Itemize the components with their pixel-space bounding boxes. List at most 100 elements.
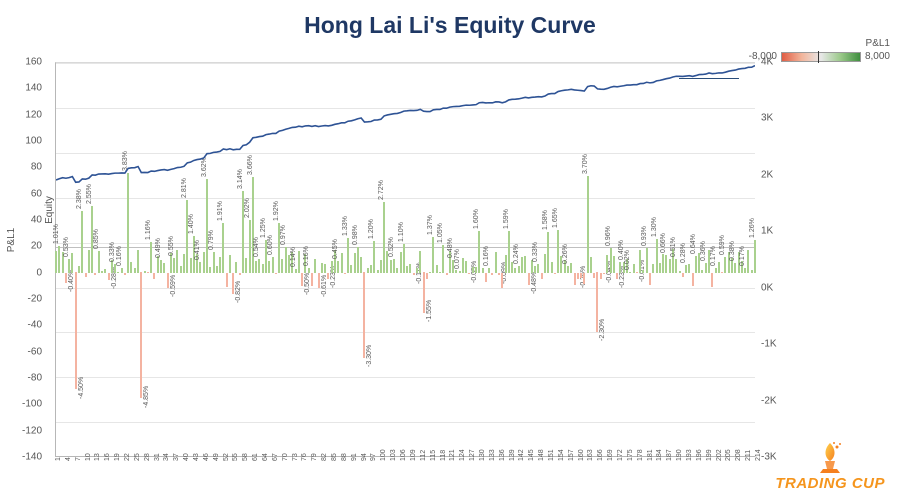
- x-axis-tick-142: 142: [518, 449, 525, 461]
- x-axis-tick-160: 160: [578, 449, 585, 461]
- x-axis-tick-79: 79: [311, 453, 318, 461]
- right-axis-tick-4K: 4K: [761, 57, 773, 68]
- x-axis-tick-4: 4: [65, 457, 72, 461]
- x-axis-tick-22: 22: [124, 453, 131, 461]
- right-axis-tick-3K: 3K: [761, 113, 773, 124]
- left-axis-tick-60: 60: [31, 188, 42, 199]
- x-axis-tick-181: 181: [647, 449, 654, 461]
- x-axis-tick-85: 85: [331, 453, 338, 461]
- left-axis-tick--100: -100: [22, 399, 42, 410]
- x-axis-tick-109: 109: [410, 449, 417, 461]
- x-axis-tick-208: 208: [735, 449, 742, 461]
- x-axis-tick-25: 25: [134, 453, 141, 461]
- left-axis-tick-120: 120: [25, 109, 42, 120]
- x-axis-tick-88: 88: [341, 453, 348, 461]
- x-axis-tick-196: 196: [696, 449, 703, 461]
- x-axis-tick-58: 58: [242, 453, 249, 461]
- x-axis-tick-166: 166: [597, 449, 604, 461]
- x-axis-tick-67: 67: [272, 453, 279, 461]
- x-axis-tick-37: 37: [173, 453, 180, 461]
- x-axis-tick-175: 175: [627, 449, 634, 461]
- x-axis-tick-76: 76: [301, 453, 308, 461]
- left-axis-tick-160: 160: [25, 57, 42, 68]
- left-axis-tick--140: -140: [22, 452, 42, 463]
- x-axis-tick-43: 43: [193, 453, 200, 461]
- trading-cup-logo: TRADING CUP: [775, 441, 885, 492]
- x-axis-tick-1: 1: [55, 457, 62, 461]
- x-axis-tick-97: 97: [370, 453, 377, 461]
- x-axis-tick-145: 145: [528, 449, 535, 461]
- right-axis-ticks: 4K 3K 2K 1K 0K -1K -2K -3K: [755, 62, 805, 457]
- right-axis-title: Equity: [44, 196, 55, 224]
- x-axis-tick-202: 202: [716, 449, 723, 461]
- x-axis-tick-214: 214: [755, 449, 762, 461]
- left-axis-tick-0: 0: [36, 267, 42, 278]
- x-axis-tick-28: 28: [144, 453, 151, 461]
- left-axis-ticks: 160 140 120 100 80 60 40 20 0 -20 -40 -60 -80 -100 -12…: [0, 62, 50, 457]
- x-axis-tick-31: 31: [154, 453, 161, 461]
- chart-plot-area: 1.01% -0.40% 0.53% -4.50% 2.38% 2.55% 0.85% -0.…: [55, 62, 755, 457]
- x-axis-tick-103: 103: [390, 449, 397, 461]
- x-axis-tick-112: 112: [420, 450, 427, 461]
- x-axis-tick-169: 169: [607, 449, 614, 461]
- x-axis-tick-34: 34: [163, 453, 170, 461]
- x-axis-tick-172: 172: [617, 449, 624, 461]
- x-axis-tick-16: 16: [104, 453, 111, 461]
- left-axis-tick-140: 140: [25, 83, 42, 94]
- left-axis-tick-80: 80: [31, 162, 42, 173]
- x-axis-tick-91: 91: [351, 453, 358, 461]
- left-axis-tick-100: 100: [25, 136, 42, 147]
- right-axis-tick-1K: 1K: [761, 226, 773, 237]
- x-axis-tick-7: 7: [75, 457, 82, 461]
- x-axis-tick-19: 19: [114, 453, 121, 461]
- x-axis-tick-13: 13: [94, 453, 101, 461]
- x-axis-tick-187: 187: [666, 449, 673, 461]
- x-axis-tick-178: 178: [637, 449, 644, 461]
- x-axis-tick-130: 130: [479, 449, 486, 461]
- right-axis-tick--1K: -1K: [761, 339, 777, 350]
- x-axis-tick-205: 205: [725, 449, 732, 461]
- x-axis-tick-154: 154: [558, 449, 565, 461]
- bottom-axis-ticks: 1 4 7 10 13 16 19 22 25 28 31 34 37 40 43 46 49 52 55 58 61 6…: [55, 457, 755, 497]
- x-axis-tick-139: 139: [509, 449, 516, 461]
- x-axis-tick-94: 94: [361, 453, 368, 461]
- x-axis-tick-148: 148: [538, 449, 545, 461]
- left-axis-tick--40: -40: [28, 320, 42, 331]
- x-axis-tick-124: 124: [459, 449, 466, 461]
- x-axis-tick-121: 121: [449, 449, 456, 461]
- x-axis-tick-184: 184: [656, 449, 663, 461]
- left-axis-tick--20: -20: [28, 294, 42, 305]
- x-axis-tick-46: 46: [203, 453, 210, 461]
- x-axis-tick-100: 100: [380, 449, 387, 461]
- right-axis-tick--3K: -3K: [761, 452, 777, 463]
- x-axis-tick-211: 211: [745, 450, 752, 461]
- pnl-gradient-bar: [781, 52, 861, 62]
- x-axis-tick-199: 199: [706, 449, 713, 461]
- x-axis-tick-64: 64: [262, 453, 269, 461]
- right-axis-tick-2K: 2K: [761, 169, 773, 180]
- x-axis-tick-82: 82: [321, 453, 328, 461]
- page-title: Hong Lai Li's Equity Curve: [0, 0, 900, 39]
- right-axis-tick-0K: 0K: [761, 282, 773, 293]
- left-axis-title: P&L1: [6, 228, 17, 252]
- x-axis-tick-127: 127: [469, 449, 476, 461]
- x-axis-tick-133: 133: [489, 449, 496, 461]
- x-axis-tick-55: 55: [232, 453, 239, 461]
- gradient-max-label: 8,000: [865, 51, 890, 62]
- x-axis-tick-73: 73: [292, 453, 299, 461]
- left-axis-tick--60: -60: [28, 346, 42, 357]
- left-axis-tick--80: -80: [28, 373, 42, 384]
- logo-icon: [810, 441, 850, 477]
- x-axis-tick-52: 52: [223, 453, 230, 461]
- equity-curve-line: [56, 63, 755, 457]
- left-axis-tick-40: 40: [31, 215, 42, 226]
- x-axis-tick-70: 70: [282, 453, 289, 461]
- x-axis-tick-136: 136: [499, 449, 506, 461]
- logo-text: TRADING CUP: [775, 475, 885, 492]
- x-axis-tick-118: 118: [440, 450, 447, 461]
- left-axis-tick--120: -120: [22, 425, 42, 436]
- x-axis-tick-163: 163: [587, 449, 594, 461]
- x-axis-tick-115: 115: [430, 450, 437, 461]
- x-axis-tick-190: 190: [676, 449, 683, 461]
- legend-title: P&L1: [749, 38, 890, 49]
